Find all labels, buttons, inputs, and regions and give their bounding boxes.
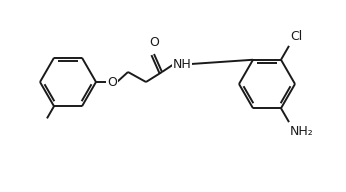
Text: NH₂: NH₂: [290, 125, 314, 138]
Text: O: O: [107, 75, 117, 89]
Text: O: O: [149, 36, 159, 49]
Text: NH: NH: [173, 57, 191, 70]
Text: Cl: Cl: [290, 30, 302, 43]
